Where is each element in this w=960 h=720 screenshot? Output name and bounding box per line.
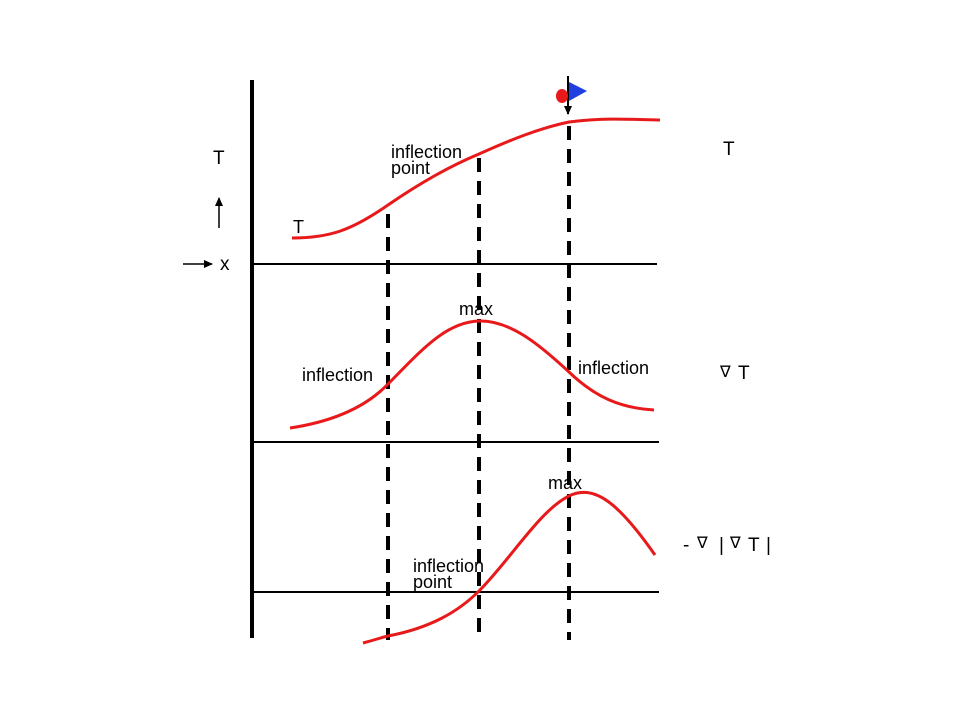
front-right-bar-right: |: [766, 535, 771, 556]
gradient-max-label: max: [459, 299, 493, 319]
temperature-curve: [291, 117, 661, 240]
panel-temperature-right-label: T: [723, 139, 735, 160]
inflection-point-label-bottom-line2: point: [413, 572, 452, 592]
curve-t-label: T: [293, 217, 304, 237]
front-right-t: T: [748, 535, 760, 556]
front-right-bar-left: |: [719, 535, 724, 556]
inflection-point-label-top-line1: inflection: [391, 142, 462, 162]
red-dot-icon: [556, 89, 568, 103]
gradient-inflection-left-label: inflection: [302, 365, 373, 385]
front-max-label: max: [548, 473, 582, 493]
frontogenesis-curve: [362, 490, 657, 645]
nabla-icon: ∇: [696, 533, 708, 552]
nabla-icon: ∇: [729, 533, 741, 552]
inflection-point-label-bottom-line1: inflection: [413, 556, 484, 576]
left-axis-x-label: x: [220, 254, 230, 275]
nabla-icon: ∇: [719, 362, 731, 381]
blue-flag-icon: [569, 82, 587, 101]
front-right-minus: -: [683, 535, 689, 556]
inflection-point-label-top-line2: point: [391, 158, 430, 178]
gradient-inflection-right-label: inflection: [578, 358, 649, 378]
temperature-gradient-curve: [289, 319, 655, 430]
left-axis-t-label: T: [213, 148, 225, 169]
panel-gradient-right-label: T: [738, 363, 750, 384]
